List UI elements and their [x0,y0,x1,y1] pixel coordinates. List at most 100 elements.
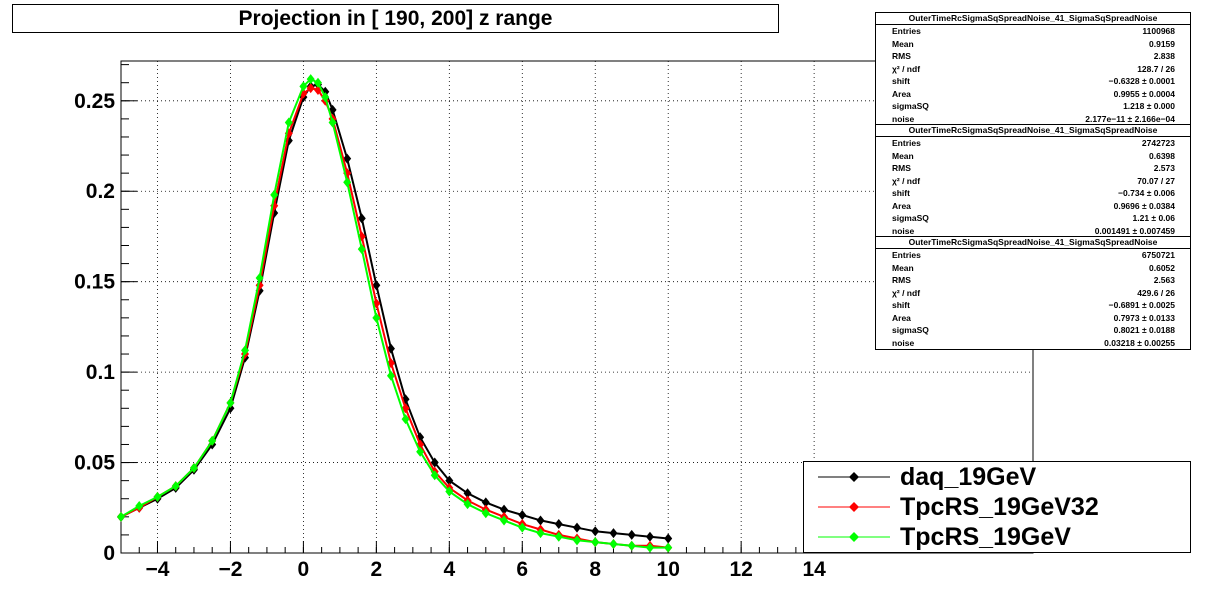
series-line-1 [120,87,669,549]
stats-header: OuterTimeRcSigmaSqSpreadNoise_41_SigmaSq… [876,13,1190,25]
series-marker-2 [591,537,600,548]
stats-value: 70.07 / 27 [1137,175,1175,186]
stats-value: 2.177e−11 ± 2.166e−04 [1085,113,1175,124]
y-tick-label: 0.2 [86,180,115,203]
series-marker-2 [463,499,472,510]
series-marker-2 [171,481,180,492]
stats-key: χ² / ndf [892,287,921,298]
x-tick-label: 0 [298,558,310,581]
stats-value: −0.6891 ± 0.0025 [1108,300,1175,310]
series-marker-2 [255,273,264,284]
series-marker-2 [518,522,527,533]
series-marker-2 [536,528,545,539]
stats-key: Area [892,200,911,211]
y-tick-label: 0.15 [74,271,115,294]
legend-entry-tpcrs: TpcRS_19GeV [804,522,1190,552]
series-marker-2 [445,486,454,497]
x-tick-label: 14 [802,558,826,581]
series-marker-0 [372,280,381,291]
series-marker-2 [386,370,395,381]
legend-entry-daq: daq_19GeV [804,462,1190,492]
stats-key: noise [892,337,915,348]
series-marker-2 [500,515,509,526]
series-marker-2 [135,500,144,511]
series-marker-2 [306,74,315,85]
stats-header: OuterTimeRcSigmaSqSpreadNoise_41_SigmaSq… [876,237,1190,249]
y-tick-label: 0.1 [86,361,116,384]
series-marker-2 [554,531,563,542]
stats-value: 0.6052 [1149,262,1175,273]
stats-value: 0.6398 [1149,150,1175,161]
series-marker-2 [343,177,352,188]
axes: −4 −2 0 2 4 6 8 10 12 14 0 0.05 0.1 0.15 0.2 0.25 [74,64,1034,581]
stats-key: noise [892,225,915,236]
series-marker-0 [554,519,563,530]
stats-header: OuterTimeRcSigmaSqSpreadNoise_41_SigmaSq… [876,125,1190,137]
series-marker-2 [430,470,439,481]
legend-marker-tpcrs-32 [818,502,890,512]
series-marker-2 [357,244,366,255]
stats-key: Entries [892,250,921,260]
series-line-0 [120,83,669,540]
y-tick-label: 0.25 [74,90,115,113]
stats-key: χ² / ndf [892,175,921,186]
series-marker-2 [299,81,308,92]
stats-key: shift [892,76,910,86]
series-marker-0 [481,497,490,508]
series-marker-2 [645,542,654,553]
stats-key: RMS [892,275,911,285]
x-tick-label: 6 [516,558,528,581]
legend-entry-tpcrs-32: TpcRS_19GeV32 [804,492,1190,522]
stats-key: sigmaSQ [892,101,929,111]
stats-value: 0.03218 ± 0.00255 [1104,337,1175,348]
stats-key: Entries [892,26,921,36]
series-marker-0 [445,475,454,486]
stats-value: 6750721 [1141,250,1175,260]
series-marker-0 [536,515,545,526]
series-marker-0 [645,531,654,542]
legend-marker-tpcrs [818,532,890,542]
x-tick-label: 4 [443,558,455,581]
series-marker-2 [372,312,381,323]
stats-key: Mean [892,150,914,161]
stats-key: χ² / ndf [892,63,921,74]
stats-key: Mean [892,262,914,273]
series-marker-2 [117,511,125,522]
x-tick-label: 8 [589,558,601,581]
x-tick-label: −2 [218,558,242,581]
legend-label-tpcrs-32: TpcRS_19GeV32 [900,493,1099,521]
stats-key: shift [892,300,910,310]
series-marker-2 [284,117,293,128]
series-marker-0 [430,457,439,468]
stats-key: Area [892,312,911,323]
series-marker-2 [609,538,618,549]
series-line-2 [120,77,669,549]
legend-marker-daq [818,472,890,482]
stats-key: Mean [892,38,914,49]
legend-label-tpcrs: TpcRS_19GeV [900,523,1071,551]
series-marker-0 [500,504,509,515]
stats-box-daq: OuterTimeRcSigmaSqSpreadNoise_41_SigmaSq… [875,12,1191,126]
stats-value: 0.001491 ± 0.007459 [1094,225,1175,236]
series-marker-2 [481,508,490,519]
series-marker-0 [609,528,618,539]
stats-value: 2742723 [1141,138,1175,148]
y-tick-label: 0 [103,542,115,565]
x-tick-label: −4 [146,558,170,581]
series-marker-2 [321,92,330,103]
stats-box-tpcrs-32: OuterTimeRcSigmaSqSpreadNoise_41_SigmaSq… [875,124,1191,238]
chart-title: Projection in [ 190, 200] z range [12,4,779,33]
stats-value: 0.9955 ± 0.0004 [1113,88,1175,99]
series-marker-2 [416,446,425,457]
stats-value: 0.7973 ± 0.0133 [1113,312,1175,323]
stats-value: 2.573 [1153,163,1175,173]
stats-value: 0.9696 ± 0.0384 [1113,200,1175,211]
series-marker-2 [208,435,217,446]
stats-value: 1.218 ± 0.000 [1123,101,1175,111]
y-tick-label: 0.05 [74,452,115,475]
series-marker-2 [627,540,636,551]
stats-value: 1.21 ± 0.06 [1132,213,1175,223]
series-marker-2 [189,462,198,473]
legend: daq_19GeV TpcRS_19GeV32 TpcRS_19GeV [803,461,1191,553]
